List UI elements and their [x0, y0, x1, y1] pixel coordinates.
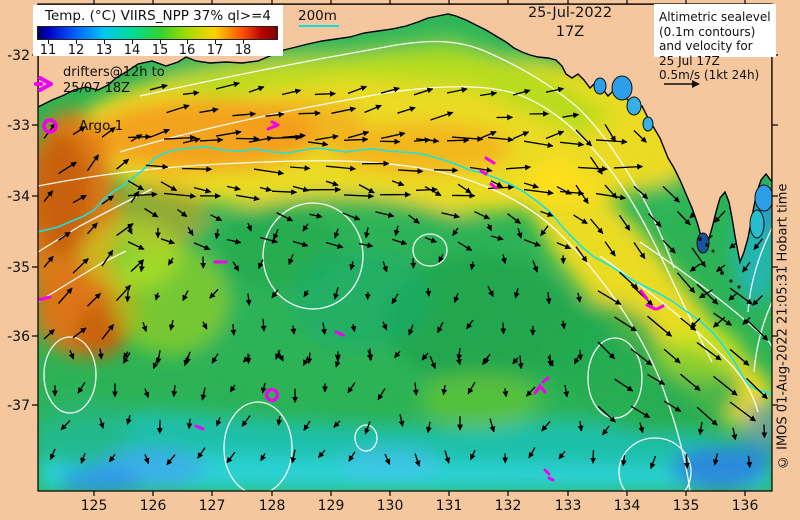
altimetric-line-2: (0.1m contours) [659, 24, 756, 39]
altimetric-line-3: and velocity for [659, 39, 753, 53]
colorbar-tick [104, 40, 105, 44]
colorbar-tick-label: 16 [178, 43, 196, 58]
colorbar-tick-label: 11 [39, 43, 57, 58]
drifter-track-icon [34, 76, 53, 92]
drifters-legend: drifters@12h to 25/07 18Z [63, 65, 165, 97]
x-tick-label: 132 [495, 498, 522, 514]
argo-float-icon [42, 118, 58, 134]
colorbar-panel: Temp. (°C) VIIRS_NPP 37% ql>=4 11 12 13 14 1… [33, 5, 283, 58]
drifter-tracks [38, 120, 665, 482]
y-tick-label: -36 [7, 329, 30, 345]
x-tick-label: 136 [732, 498, 759, 514]
colorbar [37, 26, 278, 40]
altimetric-line-5: 0.5m/s (1kt 24h) [659, 68, 760, 82]
argo-float-marker [264, 387, 280, 403]
drifters-legend-line-1: drifters@12h to [63, 65, 165, 80]
map-title: Temp. (°C) VIIRS_NPP 37% ql>=4 [45, 8, 271, 24]
velocity-scale-arrow-icon [664, 80, 700, 88]
x-tick-label: 129 [318, 498, 345, 514]
time-label: 17Z [555, 24, 585, 40]
y-tick-label: -35 [7, 260, 30, 276]
x-tick-label: 126 [140, 498, 167, 514]
colorbar-tick-label: 13 [95, 43, 113, 58]
colorbar-tick-label: 12 [67, 43, 85, 58]
x-tick-label: 125 [81, 498, 108, 514]
x-tick-label: 128 [259, 498, 286, 514]
altimetric-line-4: 25 Jul 17Z [659, 53, 720, 68]
land-mass [38, 4, 772, 265]
axes-frame: 125 126 127 128 129 130 131 132 133 134 135 136 -32 -… [7, 0, 778, 514]
colorbar-tick-label: 17 [206, 43, 224, 58]
x-tick-label: 135 [673, 498, 700, 514]
colorbar-tick [215, 40, 216, 44]
isobath-200m-line [38, 146, 772, 395]
colorbar-tick [187, 40, 188, 44]
altimetric-line-1: Altimetric sealevel [659, 10, 771, 24]
credit-text: © IMOS 01-Aug-2022 21:05:31 Hobart time [775, 183, 791, 469]
isobath-label: 200m [298, 8, 337, 24]
y-tick-label: -37 [7, 398, 30, 414]
isobath-label-underline [299, 25, 339, 27]
colorbar-tick [48, 40, 49, 44]
velocity-arrows [43, 81, 769, 470]
colorbar-tick [160, 40, 161, 44]
islands [698, 237, 741, 289]
coastal-coves [593, 75, 772, 254]
y-tick-label: -32 [7, 48, 30, 64]
sea-layer [38, 4, 772, 491]
x-tick-label: 133 [555, 498, 582, 514]
y-tick-label: -34 [7, 189, 30, 205]
drifters-legend-line-2: 25/07 18Z [63, 81, 131, 96]
colorbar-tick [243, 40, 244, 44]
y-tick-label: -33 [7, 118, 30, 134]
x-tick-label: 134 [614, 498, 641, 514]
x-tick-label: 131 [436, 498, 463, 514]
date-label: 25-Jul-2022 [527, 5, 613, 21]
argo-legend: Argo 1 [79, 118, 124, 134]
altimetric-legend-text: Altimetric sealevel (0.1m contours) and … [659, 10, 771, 83]
colorbar-tick-label: 14 [123, 43, 141, 58]
colorbar-tick [132, 40, 133, 44]
altimetric-legend-box [654, 4, 776, 57]
colorbar-tick [76, 40, 77, 44]
colorbar-tick-label: 15 [151, 43, 169, 58]
x-tick-label: 127 [199, 498, 226, 514]
colorbar-tick-label: 18 [234, 43, 252, 58]
x-tick-label: 130 [377, 498, 404, 514]
